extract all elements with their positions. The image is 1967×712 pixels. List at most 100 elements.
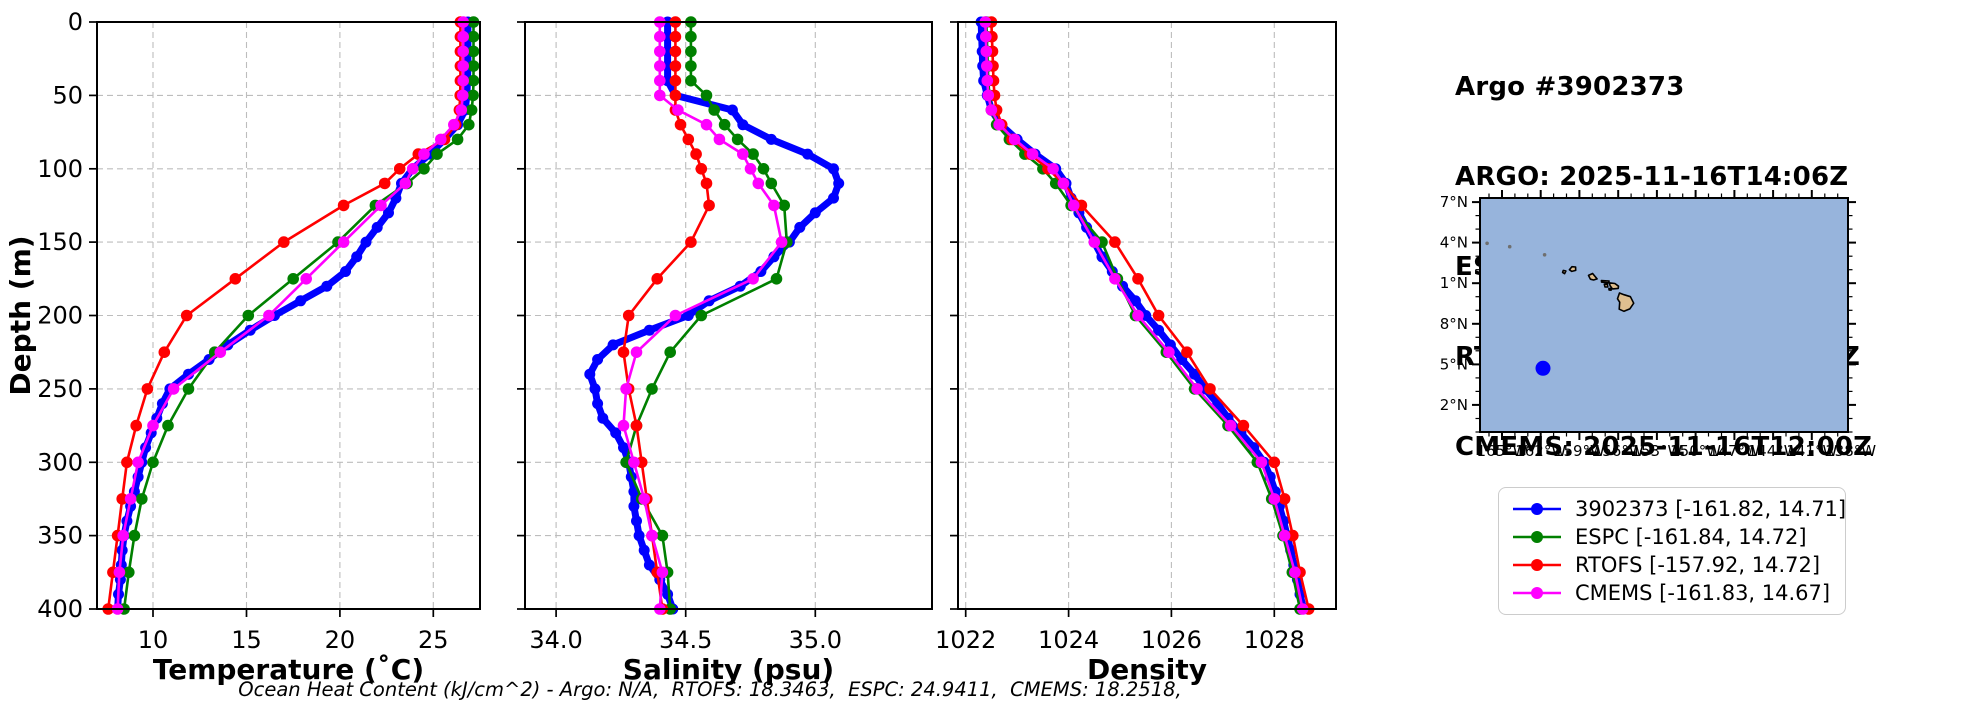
- series-marker: [607, 339, 619, 351]
- series-marker: [1289, 566, 1301, 579]
- map-lon-label: 141°W: [1786, 442, 1837, 460]
- series-marker: [985, 104, 998, 116]
- x-tick-label: 15: [231, 626, 262, 654]
- title-cmems-time: CMEMS: 2025-11-16T12:00Z: [1455, 432, 1873, 462]
- series-marker: [1191, 383, 1203, 395]
- y-tick-label: 400: [37, 595, 83, 623]
- series-marker: [685, 30, 697, 43]
- map-lon-label: 147°W: [1709, 442, 1760, 460]
- map-lat-label: 24°N: [1440, 234, 1468, 252]
- series-marker: [406, 163, 419, 175]
- axis-label-depth: Depth (m): [4, 235, 37, 395]
- series-marker: [638, 544, 650, 556]
- series-marker: [130, 419, 142, 432]
- x-tick-label: 34.5: [659, 626, 712, 654]
- location-map: 165°W162°W159°W156°W153°W150°W147°W144°W…: [1440, 190, 1876, 460]
- series-marker: [669, 30, 682, 43]
- series-marker: [708, 104, 720, 116]
- series-marker: [669, 89, 682, 102]
- series-marker: [457, 45, 470, 58]
- legend-item: CMEMS [-161.83, 14.67]: [1511, 579, 1833, 607]
- series-marker: [463, 118, 475, 131]
- series-marker: [669, 309, 682, 322]
- series-marker: [618, 442, 629, 454]
- x-tick-label: 25: [418, 626, 449, 654]
- series-marker: [768, 199, 780, 212]
- title-argo-time: ARGO: 2025-11-16T14:06Z: [1455, 162, 1849, 192]
- series-marker: [610, 427, 622, 439]
- series-marker: [654, 74, 666, 87]
- series-marker: [643, 324, 655, 336]
- series-marker: [128, 529, 141, 542]
- legend-label: RTOFS [-157.92, 14.72]: [1575, 553, 1821, 577]
- series-marker: [794, 221, 806, 233]
- series-marker: [1109, 236, 1121, 248]
- series-marker: [828, 163, 839, 175]
- series-marker: [669, 74, 682, 87]
- series-marker: [737, 148, 749, 160]
- series-marker: [1224, 419, 1237, 432]
- series-marker: [630, 346, 643, 359]
- series-marker: [295, 295, 307, 307]
- series-marker: [633, 530, 645, 542]
- panel-temperature: 10 15 20 25050100150200250300350400Temperat…: [37, 8, 481, 686]
- series-marker: [455, 104, 468, 116]
- panel-density: 1022 1024 1026 1028 Density: [935, 16, 1337, 686]
- series-marker: [378, 177, 391, 190]
- legend-item: RTOFS [-157.92, 14.72]: [1511, 551, 1833, 579]
- x-tick-label: 20: [325, 626, 356, 654]
- series-marker: [132, 456, 144, 469]
- series-marker: [1008, 133, 1021, 146]
- x-tick-label: 35.0: [789, 626, 842, 654]
- map-lon-label: 153°W: [1631, 442, 1682, 460]
- series-marker: [418, 148, 430, 160]
- axis-ticks: [950, 21, 1276, 617]
- map-frame: [1479, 197, 1849, 433]
- series-marker: [451, 133, 464, 146]
- series-marker: [802, 148, 814, 160]
- series-marker: [672, 104, 684, 116]
- series-marker: [664, 346, 676, 359]
- series-marker: [399, 177, 412, 190]
- series-marker: [1047, 163, 1059, 175]
- series-marker: [775, 236, 788, 248]
- series-marker: [158, 346, 171, 359]
- float-position-marker: [1535, 360, 1551, 376]
- series-marker: [617, 346, 630, 359]
- series-marker: [167, 383, 180, 395]
- rtofs-salinity-series: [617, 16, 715, 615]
- island-shape: [1587, 272, 1598, 281]
- island-shape: [1608, 282, 1620, 290]
- series-marker: [1268, 456, 1281, 469]
- x-tick-label: 1028: [1244, 626, 1305, 654]
- series-marker: [713, 133, 726, 146]
- map-lon-label: 150°W: [1670, 442, 1721, 460]
- legend-label: CMEMS [-161.83, 14.67]: [1575, 581, 1831, 605]
- axis-ticks: [517, 21, 817, 617]
- series-marker: [638, 493, 650, 505]
- map-legend: 3902373 [-161.82, 14.71] ESPC [-161.84, 1…: [1498, 487, 1846, 615]
- series-marker: [1132, 309, 1144, 322]
- series-marker: [448, 118, 460, 131]
- map-lon-label: 165°W: [1477, 442, 1528, 460]
- map-lat-label: 15°N: [1440, 355, 1468, 373]
- island-shape: [1600, 279, 1610, 284]
- legend-label: ESPC [-161.84, 14.72]: [1575, 525, 1807, 549]
- islet-dot: [1507, 244, 1512, 249]
- series-marker: [695, 309, 708, 322]
- legend-marker: [1531, 559, 1543, 571]
- series-marker: [980, 30, 992, 43]
- y-tick-label: 250: [37, 375, 83, 403]
- series-marker: [622, 309, 635, 322]
- series-marker: [1204, 383, 1216, 395]
- series-marker: [654, 60, 666, 72]
- series-marker: [162, 419, 174, 432]
- legend-label: 3902373 [-161.82, 14.71]: [1575, 497, 1847, 521]
- series-marker: [828, 192, 839, 204]
- x-tick-label: 1024: [1038, 626, 1099, 654]
- series-marker: [242, 309, 255, 322]
- series-marker: [685, 74, 697, 87]
- series-marker: [457, 74, 470, 87]
- series-marker: [685, 60, 697, 72]
- series-marker: [682, 133, 695, 146]
